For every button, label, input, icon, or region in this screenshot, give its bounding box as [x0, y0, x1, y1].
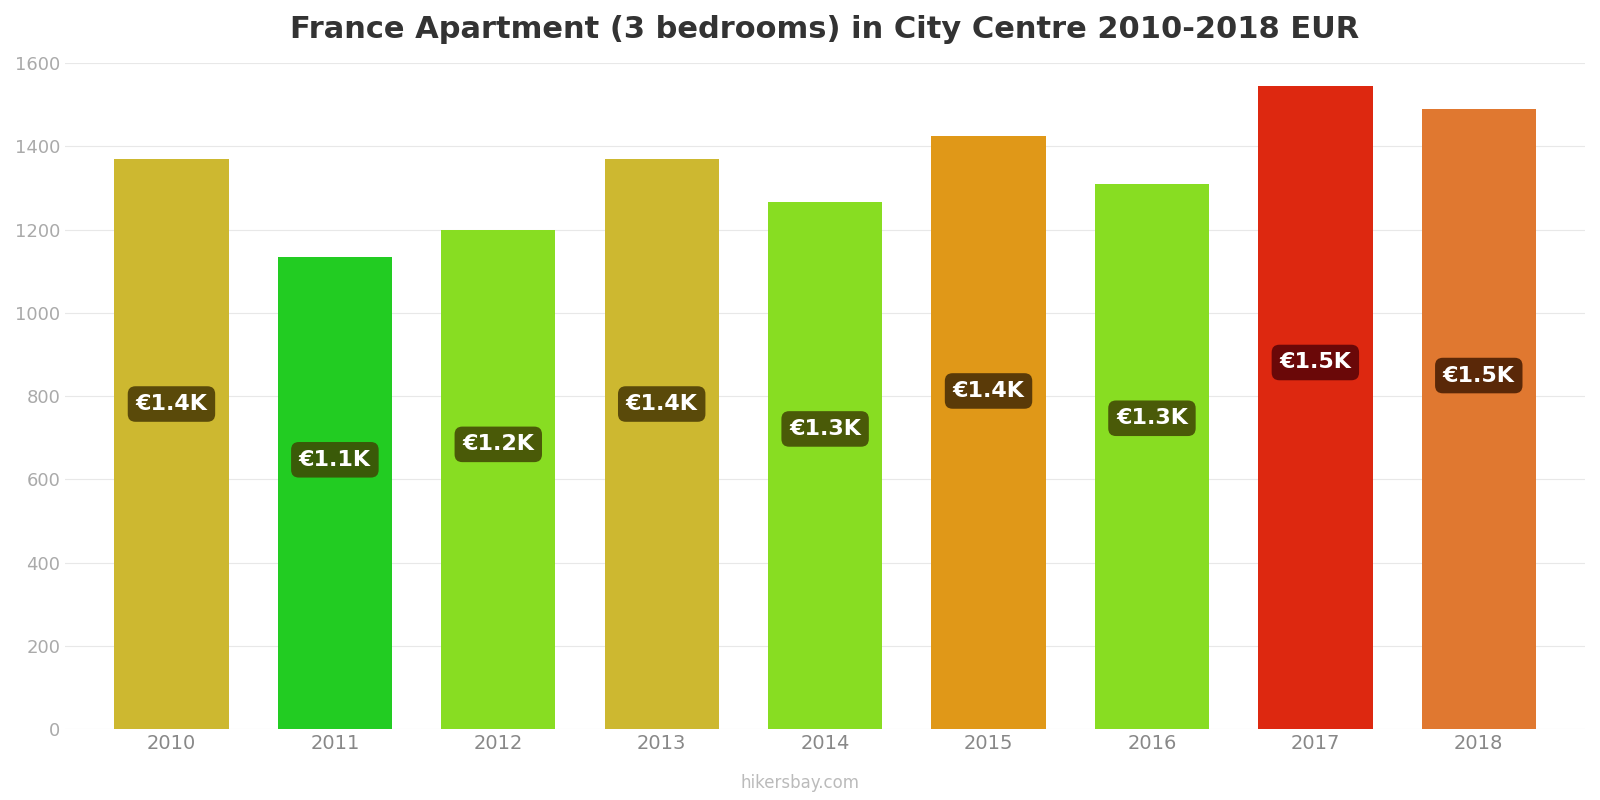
- Bar: [768, 202, 882, 729]
- Bar: [1421, 109, 1536, 729]
- Bar: [278, 257, 392, 729]
- Text: €1.4K: €1.4K: [626, 394, 698, 414]
- Bar: [442, 230, 555, 729]
- Text: €1.3K: €1.3K: [789, 419, 861, 439]
- Bar: [1258, 86, 1373, 729]
- Bar: [605, 158, 718, 729]
- Text: €1.5K: €1.5K: [1280, 353, 1352, 373]
- Bar: [1094, 184, 1210, 729]
- Bar: [114, 158, 229, 729]
- Bar: [931, 136, 1046, 729]
- Text: €1.2K: €1.2K: [462, 434, 534, 454]
- Text: €1.4K: €1.4K: [952, 381, 1024, 401]
- Text: €1.5K: €1.5K: [1443, 366, 1515, 386]
- Text: €1.3K: €1.3K: [1117, 408, 1187, 428]
- Text: €1.4K: €1.4K: [136, 394, 208, 414]
- Title: France Apartment (3 bedrooms) in City Centre 2010-2018 EUR: France Apartment (3 bedrooms) in City Ce…: [291, 15, 1360, 44]
- Text: €1.1K: €1.1K: [299, 450, 371, 470]
- Text: hikersbay.com: hikersbay.com: [741, 774, 859, 792]
